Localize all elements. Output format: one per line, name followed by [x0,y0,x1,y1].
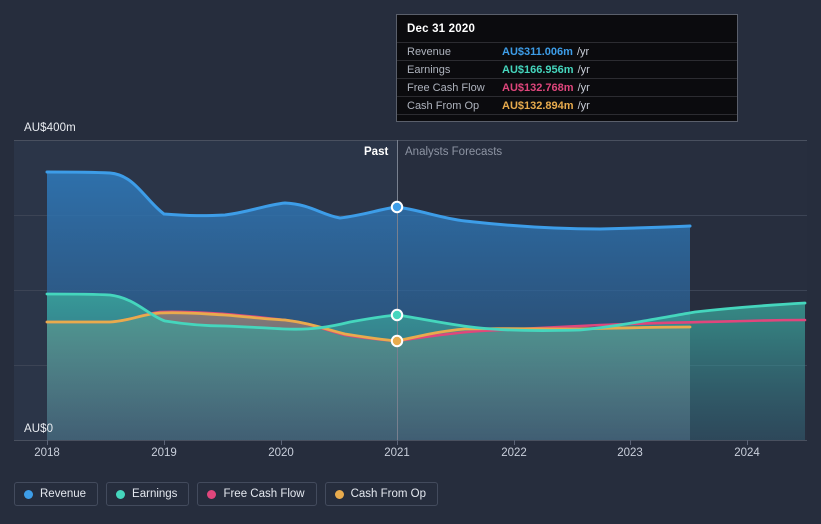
legend-label-cash-from-op: Cash From Op [350,488,427,500]
x-axis-tick-2023: 2023 [617,447,643,459]
tooltip-row-cash-from-op: Cash From Op AU$132.894m /yr [397,96,737,115]
earnings-marker[interactable] [390,308,404,322]
x-axis-tick-2021: 2021 [384,447,410,459]
x-axis-tick-2024: 2024 [734,447,760,459]
data-point-tooltip: Dec 31 2020 Revenue AU$311.006m /yr Earn… [396,14,738,122]
legend-label-revenue: Revenue [40,488,87,500]
tooltip-date: Dec 31 2020 [407,23,476,35]
x-axis-tick-2019: 2019 [151,447,177,459]
revenue-marker[interactable] [390,200,404,214]
x-axis-tick-2020: 2020 [268,447,294,459]
y-axis-min-label: AU$0 [24,423,54,435]
analysts-forecasts-label: Analysts Forecasts [405,146,503,158]
legend-item-cash-from-op[interactable]: Cash From Op [324,482,439,506]
tooltip-value-free-cash-flow: AU$132.768m [502,81,574,94]
tooltip-label-cash-from-op: Cash From Op [407,99,480,112]
tooltip-unit-cash-from-op: /yr [577,99,590,112]
tooltip-value-cash-from-op: AU$132.894m [502,99,574,112]
legend-dot-icon [334,489,344,499]
legend-dot-icon [116,489,126,499]
chart-legend: Revenue Earnings Free Cash Flow Cash Fro… [14,482,439,506]
x-axis-tick-2022: 2022 [501,447,527,459]
tooltip-row-free-cash-flow: Free Cash Flow AU$132.768m /yr [397,78,737,96]
tooltip-row-revenue: Revenue AU$311.006m /yr [397,42,737,60]
legend-dot-icon [24,489,33,499]
earnings-area [47,294,805,440]
legend-label-earnings: Earnings [132,488,178,500]
past-label: Past [364,146,389,158]
tooltip-unit-revenue: /yr [576,45,590,58]
legend-dot-icon [207,489,217,499]
tooltip-unit-earnings: /yr [577,63,590,76]
tooltip-unit-free-cash-flow: /yr [577,81,590,94]
tooltip-row-earnings: Earnings AU$166.956m /yr [397,60,737,78]
legend-item-free-cash-flow[interactable]: Free Cash Flow [197,482,317,506]
legend-item-revenue[interactable]: Revenue [14,482,99,506]
x-axis-ticks [47,440,748,445]
revenue-line [45,170,692,231]
tooltip-label-free-cash-flow: Free Cash Flow [407,81,485,94]
y-axis-max-label: AU$400m [24,122,76,134]
tooltip-value-revenue: AU$311.006m [502,45,573,58]
tooltip-value-earnings: AU$166.956m [502,63,574,76]
tooltip-label-earnings: Earnings [407,63,451,76]
cash-from-op-marker[interactable] [390,334,404,348]
cash-from-op-line [45,311,692,343]
legend-label-free-cash-flow: Free Cash Flow [223,488,305,500]
legend-item-earnings[interactable]: Earnings [106,482,190,506]
x-axis-tick-2018: 2018 [34,447,60,459]
tooltip-label-revenue: Revenue [407,45,452,58]
earnings-line [45,292,807,332]
